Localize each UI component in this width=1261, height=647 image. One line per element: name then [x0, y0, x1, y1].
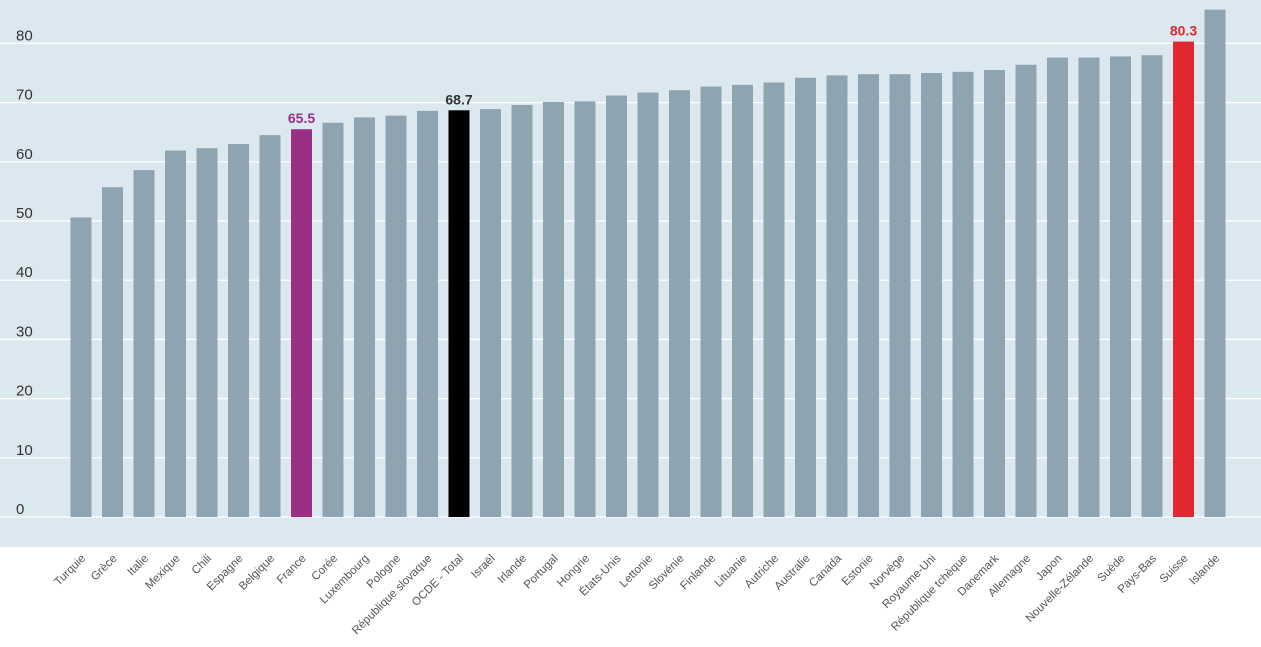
bar: [1015, 64, 1037, 517]
bar: [795, 77, 816, 518]
bar: [543, 102, 564, 518]
x-tick-label: Corée: [309, 553, 340, 584]
bar: [511, 104, 533, 517]
bar: [480, 109, 501, 517]
x-tick-label: Finlande: [678, 553, 718, 593]
bar: [354, 117, 375, 518]
bar: [858, 74, 879, 518]
y-tick-label: 50: [16, 205, 33, 222]
bar: [385, 115, 407, 518]
bar: [70, 217, 92, 517]
bar: [1204, 9, 1226, 517]
bar: [102, 187, 123, 518]
bar: [1110, 56, 1131, 517]
x-tick-label: Mexique: [143, 553, 182, 592]
bar: [417, 110, 438, 517]
bar: [826, 75, 848, 518]
bar: [165, 150, 186, 517]
bar: [133, 170, 155, 517]
bar: [669, 90, 690, 517]
data-label: 80.3: [1170, 23, 1197, 39]
bar: [322, 122, 344, 517]
y-tick-label: 40: [16, 264, 33, 281]
x-tick-label: Islande: [1187, 553, 1222, 588]
y-axis-ticks: 0 10 20 30 40 50 60 70 80: [16, 27, 33, 518]
bar: [196, 148, 218, 517]
data-label: 68.7: [445, 91, 472, 107]
bar: [1141, 55, 1163, 518]
y-tick-label: 60: [16, 146, 33, 163]
plot-background: [0, 0, 1261, 547]
bar: [732, 84, 753, 517]
x-tick-label: Turquie: [52, 553, 88, 589]
bar: [889, 74, 911, 518]
data-labels: 65.5 68.7 80.3: [288, 23, 1197, 127]
bar: [259, 135, 281, 517]
bars: [70, 9, 1226, 518]
y-tick-label: 10: [16, 442, 33, 459]
bar: [1173, 41, 1194, 518]
x-tick-label: Japon: [1034, 553, 1065, 584]
bar: [291, 129, 312, 518]
bar: [574, 101, 596, 517]
bar: [921, 73, 942, 517]
data-label: 65.5: [288, 110, 315, 126]
x-tick-label: Suisse: [1158, 553, 1191, 586]
y-tick-label: 80: [16, 27, 33, 44]
bar: [700, 86, 722, 517]
x-tick-label: Grèce: [89, 553, 120, 584]
x-tick-label: Israël: [469, 553, 497, 581]
bar: [1047, 57, 1068, 517]
y-tick-label: 70: [16, 87, 33, 104]
y-tick-label: 20: [16, 383, 33, 400]
bar: [984, 70, 1005, 517]
bar: [606, 95, 627, 517]
x-tick-label: Canada: [807, 552, 844, 589]
x-tick-label: France: [275, 553, 309, 587]
bar: [637, 92, 659, 517]
bar: [448, 110, 470, 518]
x-tick-label: Portugal: [522, 553, 561, 592]
bar: [228, 144, 249, 518]
x-tick-label: Italie: [125, 553, 151, 579]
bar: [1078, 57, 1100, 517]
bar: [952, 71, 974, 517]
y-tick-label: 30: [16, 323, 33, 340]
bar: [763, 82, 785, 518]
x-tick-label: Chili: [190, 553, 214, 577]
y-tick-label: 0: [16, 501, 24, 518]
